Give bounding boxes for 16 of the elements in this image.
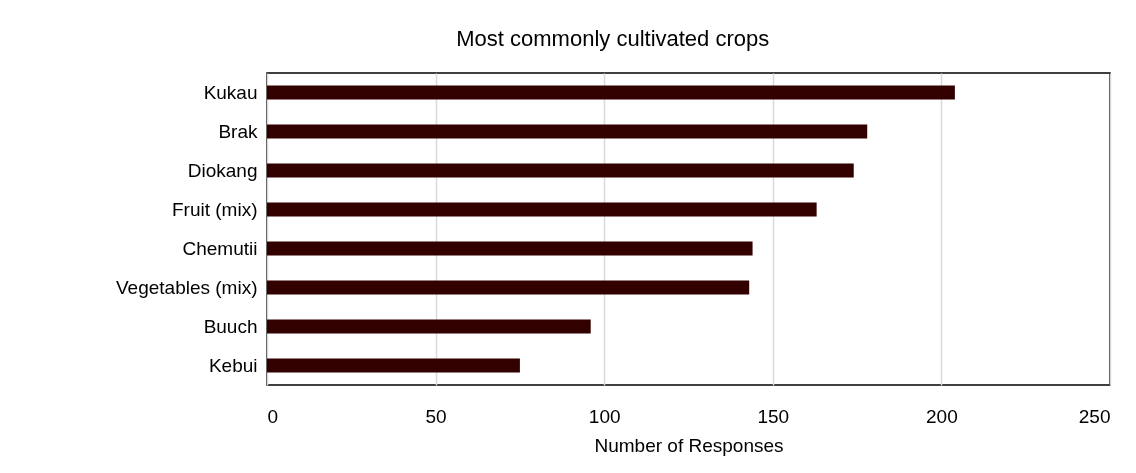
x-tick-label: 150 bbox=[757, 405, 790, 427]
x-tick-label: 50 bbox=[425, 405, 447, 427]
x-tick-label: 100 bbox=[588, 405, 621, 427]
y-tick-label: Fruit (mix) bbox=[172, 198, 258, 220]
y-tick-label: Brak bbox=[218, 120, 258, 142]
y-tick-label: Kebui bbox=[208, 354, 258, 376]
y-tick-label: Chemutii bbox=[182, 237, 258, 259]
y-tick-label: Vegetables (mix) bbox=[115, 276, 258, 298]
y-tick-label: Diokang bbox=[187, 159, 258, 181]
chart-title: Most commonly cultivated crops bbox=[456, 26, 770, 51]
x-axis-title: Number of Responses bbox=[594, 434, 784, 456]
x-tick-label: 250 bbox=[1078, 405, 1111, 427]
y-tick-label: Buuch bbox=[203, 315, 258, 337]
x-tick-label: 200 bbox=[926, 405, 958, 427]
y-tick-label: Kukau bbox=[203, 81, 258, 103]
x-tick-label: 0 bbox=[267, 405, 279, 427]
